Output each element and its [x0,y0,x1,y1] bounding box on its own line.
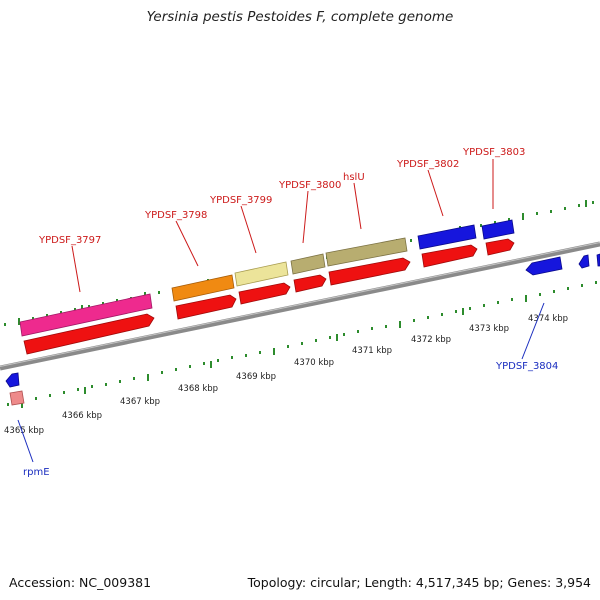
feature-ypdsf-3797-gene[interactable] [19,293,153,337]
tick-label-4369: 4369 kbp [236,372,276,382]
tick-label-4367: 4367 kbp [120,397,160,407]
label-ypdsf-3802[interactable]: YPDSF_3802 [396,159,459,170]
feature-ypdsf-3803-cds[interactable] [485,238,515,256]
label-ypdsf-3803[interactable]: YPDSF_3803 [462,147,525,158]
feature-ypdsf-3798-gene[interactable] [171,274,235,302]
genome-summary-text: Topology: circular; Length: 4,517,345 bp… [247,575,591,590]
feature-rpme-small[interactable] [5,372,20,388]
label-ypdsf-3799[interactable]: YPDSF_3799 [209,195,272,206]
feature-hslu-gene[interactable] [325,237,408,267]
feature-ypdsf-3804[interactable] [525,256,563,276]
lower-tick-row [7,281,597,408]
tick-label-4366: 4366 kbp [62,411,102,421]
feature-blue-right-edge[interactable] [578,254,590,269]
feature-ypdsf-3802-gene[interactable] [417,224,477,250]
tick-label-4371: 4371 kbp [352,346,392,356]
feature-ypdsf-3799-cds[interactable] [238,282,291,305]
label-hslu[interactable]: hslU [343,172,365,183]
tick-label-4365: 4365 kbp [4,426,44,436]
feature-blue-right-edge-2[interactable] [596,253,600,267]
map-title: Yersinia pestis Pestoides F, complete ge… [146,9,454,25]
feature-ypdsf-3797-cds[interactable] [23,313,155,355]
feature-ypdsf-3803-gene[interactable] [481,219,515,240]
label-ypdsf-3797[interactable]: YPDSF_3797 [38,235,101,246]
label-ypdsf-3798[interactable]: YPDSF_3798 [144,210,207,221]
feature-hslu-cds[interactable] [328,257,411,286]
feature-ypdsf-3799-gene[interactable] [234,261,289,287]
tick-label-4373: 4373 kbp [469,324,509,334]
tick-label-4368: 4368 kbp [178,384,218,394]
genome-backbone [0,241,600,371]
label-ypdsf-3800[interactable]: YPDSF_3800 [278,180,341,191]
feature-ypdsf-3798-cds[interactable] [175,294,237,320]
tick-label-4370: 4370 kbp [294,358,334,368]
feature-ypdsf-3800-cds[interactable] [293,274,327,293]
feature-rpme[interactable] [9,390,25,406]
leader-lines [17,159,545,463]
genome-backbone-highlight [0,242,600,367]
tick-label-4374: 4374 kbp [528,314,568,324]
label-ypdsf-3804[interactable]: YPDSF_3804 [495,361,558,372]
feature-ypdsf-3800-gene[interactable] [290,253,326,275]
feature-ypdsf-3802-cds[interactable] [421,244,478,268]
label-rpme[interactable]: rpmE [23,467,50,478]
tick-label-4372: 4372 kbp [411,335,451,345]
accession-text: Accession: NC_009381 [9,575,152,590]
